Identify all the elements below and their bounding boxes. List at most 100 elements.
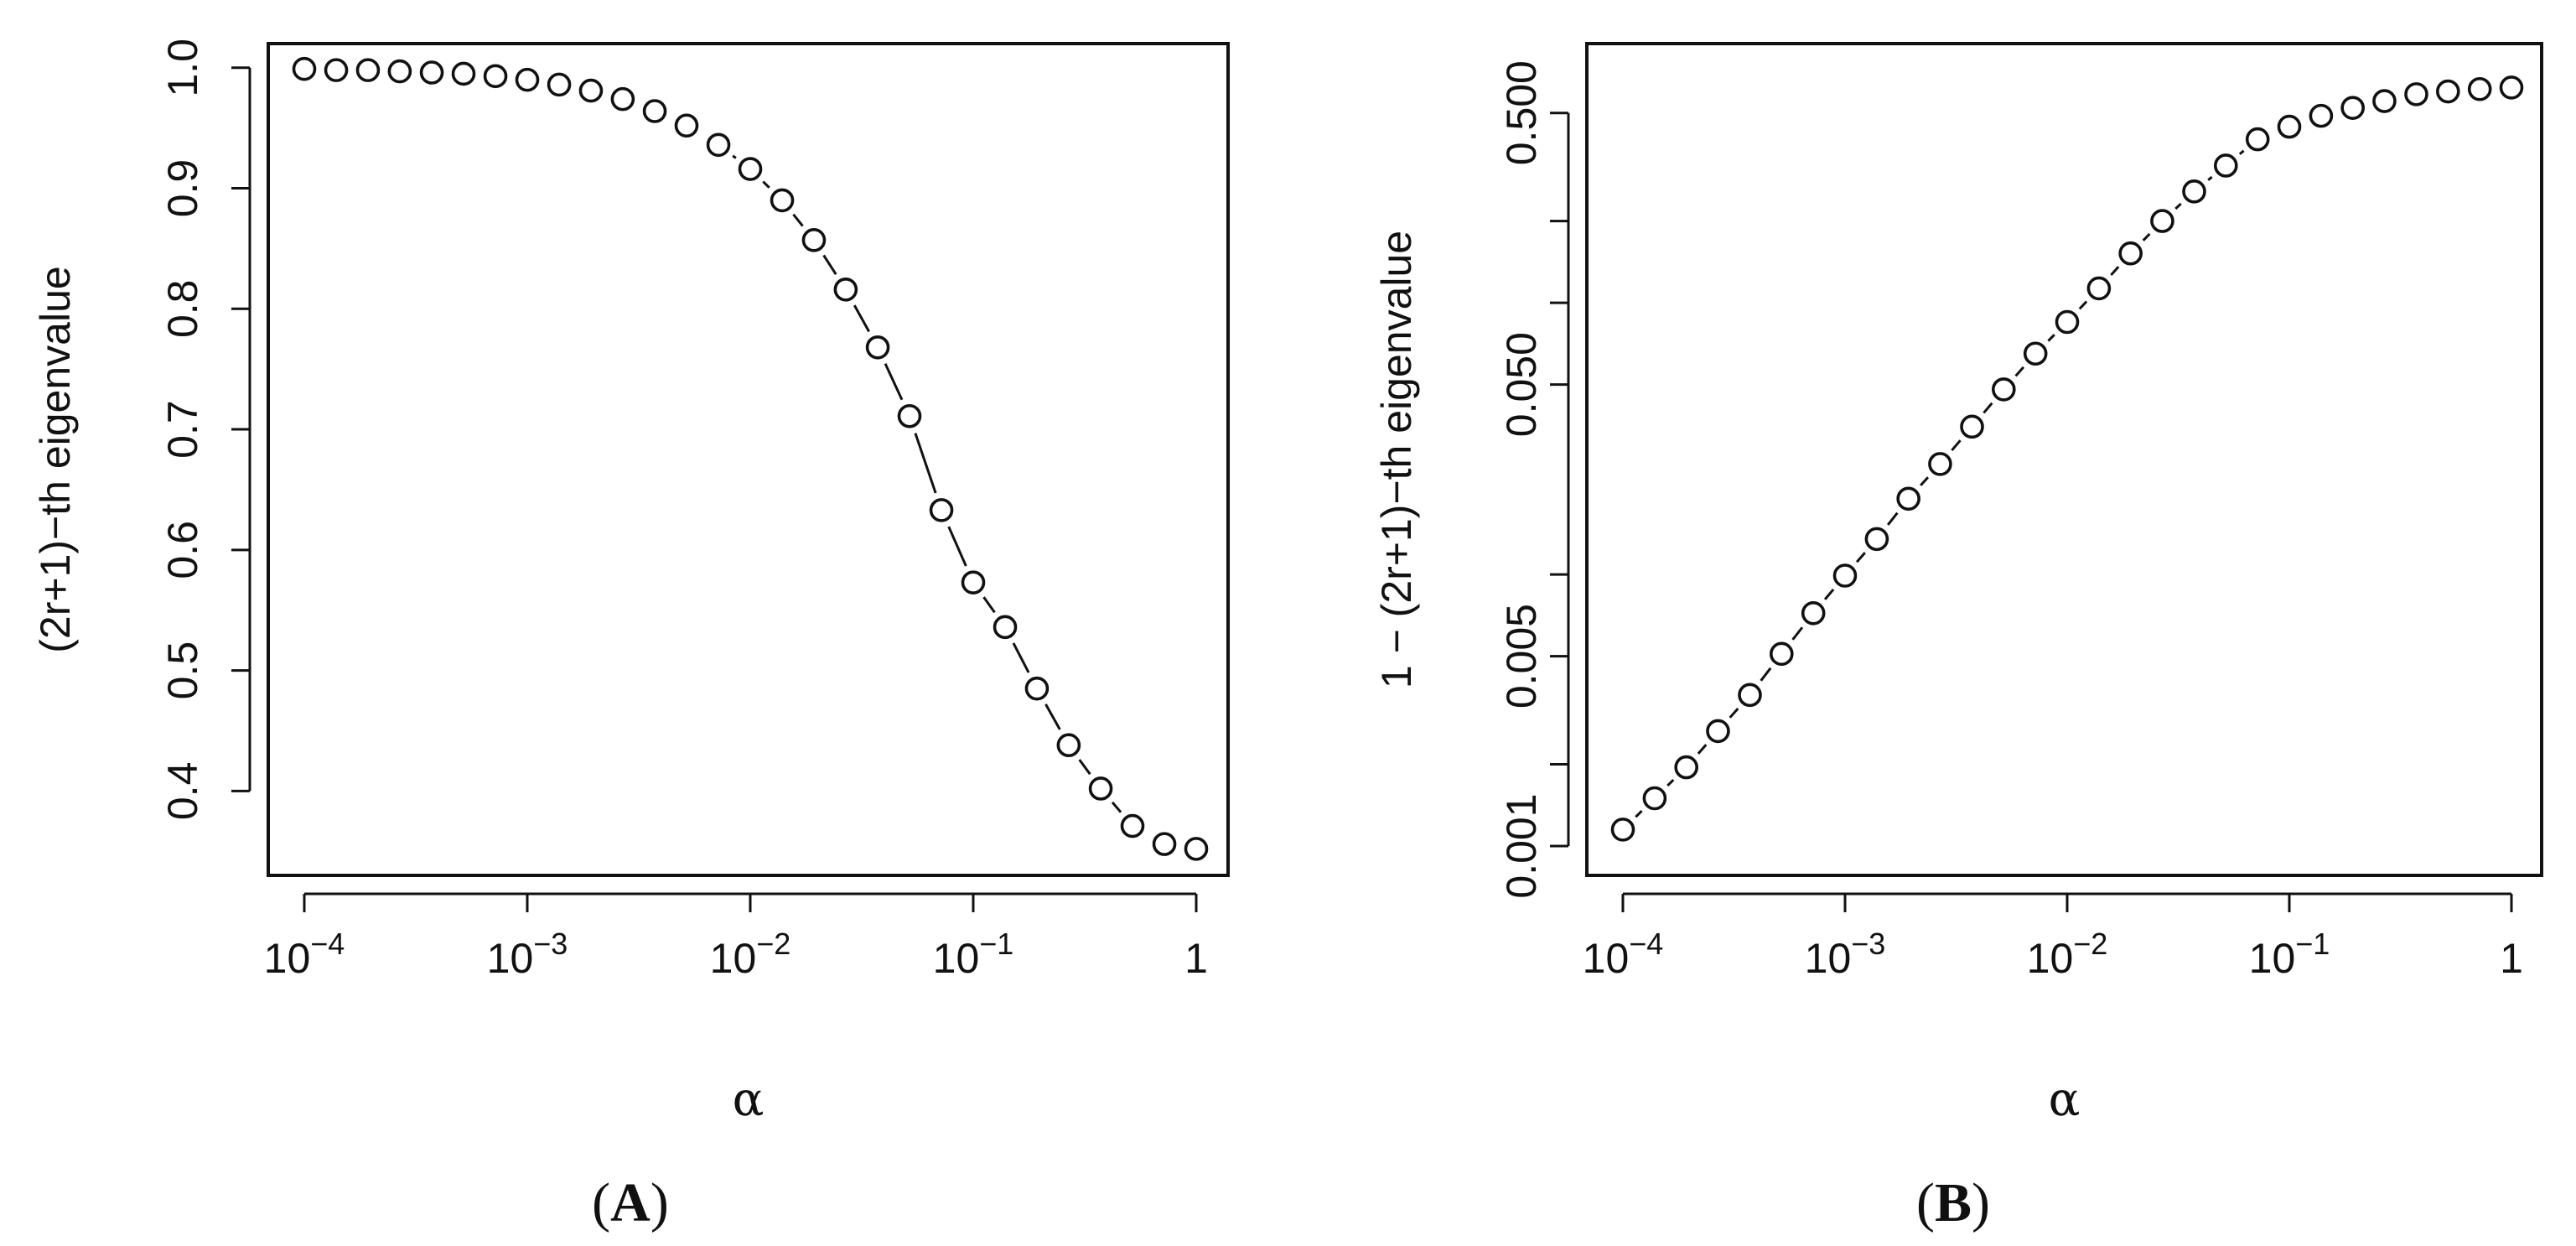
data-point (451, 61, 476, 86)
series-connector (1697, 744, 1708, 755)
series-connector (1887, 511, 1899, 526)
panel-b: 10−4 10−3 10−2 10−1 1 0.001 0.005 0.050 0.500 1 −… (1373, 42, 2543, 1233)
data-point (419, 60, 444, 85)
data-point (483, 64, 508, 89)
data-point (1769, 641, 1794, 667)
series-connector (2014, 366, 2025, 377)
x-tick-label: 10−4 (1583, 927, 1664, 982)
series-connector (1635, 810, 1643, 818)
data-point (2245, 127, 2270, 152)
data-point (387, 59, 412, 84)
data-point (1928, 452, 1952, 476)
x-axis-title: α (2049, 1072, 2081, 1127)
data-point (355, 58, 381, 82)
data-point (1056, 733, 1081, 758)
y-tick-label: 0.001 (1498, 793, 1545, 898)
series-connector (1920, 476, 1930, 486)
data-point (865, 335, 890, 360)
series-connector (947, 526, 967, 567)
data-point (2118, 241, 2143, 266)
series-connector (2078, 300, 2088, 310)
data-point (1991, 377, 2016, 402)
data-point (1960, 414, 1984, 439)
y-axis-title: (2r+1)−th eigenvalue (32, 266, 79, 652)
data-point (770, 188, 795, 213)
data-point (833, 277, 858, 302)
series-connector (1951, 439, 1962, 452)
series-connector (1078, 759, 1091, 776)
series-connector (914, 433, 937, 494)
series-connector (884, 363, 904, 401)
series-connector (1983, 402, 1993, 414)
data-point (1088, 776, 1113, 801)
data-point (1674, 755, 1698, 780)
series-connector (1791, 626, 1804, 641)
data-point (2086, 276, 2112, 301)
series-connector (2110, 266, 2120, 277)
plot-frame (1585, 42, 2543, 877)
y-tick-label: 0.8 (159, 280, 206, 339)
data-point (674, 113, 699, 138)
data-point (1738, 683, 1762, 708)
data-point (801, 228, 827, 252)
y-tick-label: 0.4 (159, 762, 206, 821)
data-point (1896, 486, 1920, 511)
series-connector (1729, 707, 1739, 719)
data-point (324, 58, 349, 82)
series-connector (822, 254, 837, 276)
plot-frame (267, 42, 1230, 877)
data-point (1184, 837, 1209, 861)
data-point (1610, 818, 1635, 842)
y-tick-label: 0.6 (159, 521, 206, 579)
data-point (2213, 153, 2238, 178)
series-connector (2142, 232, 2151, 241)
data-point (1120, 813, 1145, 838)
panel-label: (A) (592, 1172, 669, 1233)
data-point (1706, 719, 1730, 744)
data-point (2277, 114, 2302, 139)
x-tick-label: 1 (2500, 935, 2523, 982)
data-point (2023, 341, 2048, 366)
x-tick-label: 10−4 (264, 927, 345, 982)
y-tick-label: 0.500 (1498, 60, 1545, 165)
data-point (1832, 563, 1858, 588)
data-point (2055, 309, 2080, 335)
data-point (2435, 79, 2460, 104)
data-point (515, 67, 540, 92)
x-tick-label: 10−1 (933, 927, 1014, 982)
data-point (547, 72, 572, 97)
series-connector (732, 154, 737, 159)
y-tick-label: 0.005 (1498, 604, 1545, 709)
y-tick-label: 0.5 (159, 641, 206, 700)
x-tick-label: 10−3 (487, 927, 568, 982)
data-point (993, 615, 1018, 640)
y-tick-label: 1.0 (159, 39, 206, 97)
x-tick-label: 10−3 (1805, 927, 1886, 982)
data-point (642, 99, 667, 123)
x-tick-label: 10−2 (710, 927, 791, 982)
series-connector (1044, 703, 1061, 730)
data-point (578, 78, 604, 103)
series-connector (1012, 642, 1030, 673)
data-point (2404, 82, 2428, 106)
x-axis-title: α (733, 1072, 765, 1127)
series-connector (2207, 175, 2213, 181)
data-point (2467, 76, 2492, 101)
data-point (1152, 832, 1177, 856)
data-point (2340, 96, 2365, 120)
series-connector (1111, 801, 1122, 813)
data-point (2150, 209, 2174, 233)
data-point (610, 86, 635, 112)
data-point (738, 157, 763, 181)
data-point (1642, 786, 1667, 811)
data-point (2309, 103, 2334, 128)
series-connector (2047, 334, 2055, 342)
series-connector (1666, 779, 1675, 787)
series-connector (2238, 149, 2245, 155)
series-connector (1823, 588, 1835, 600)
data-point (292, 56, 317, 81)
data-point (2499, 75, 2524, 100)
x-tick-label: 10−2 (2027, 927, 2108, 982)
data-point (706, 132, 731, 158)
series-connector (1855, 552, 1866, 563)
